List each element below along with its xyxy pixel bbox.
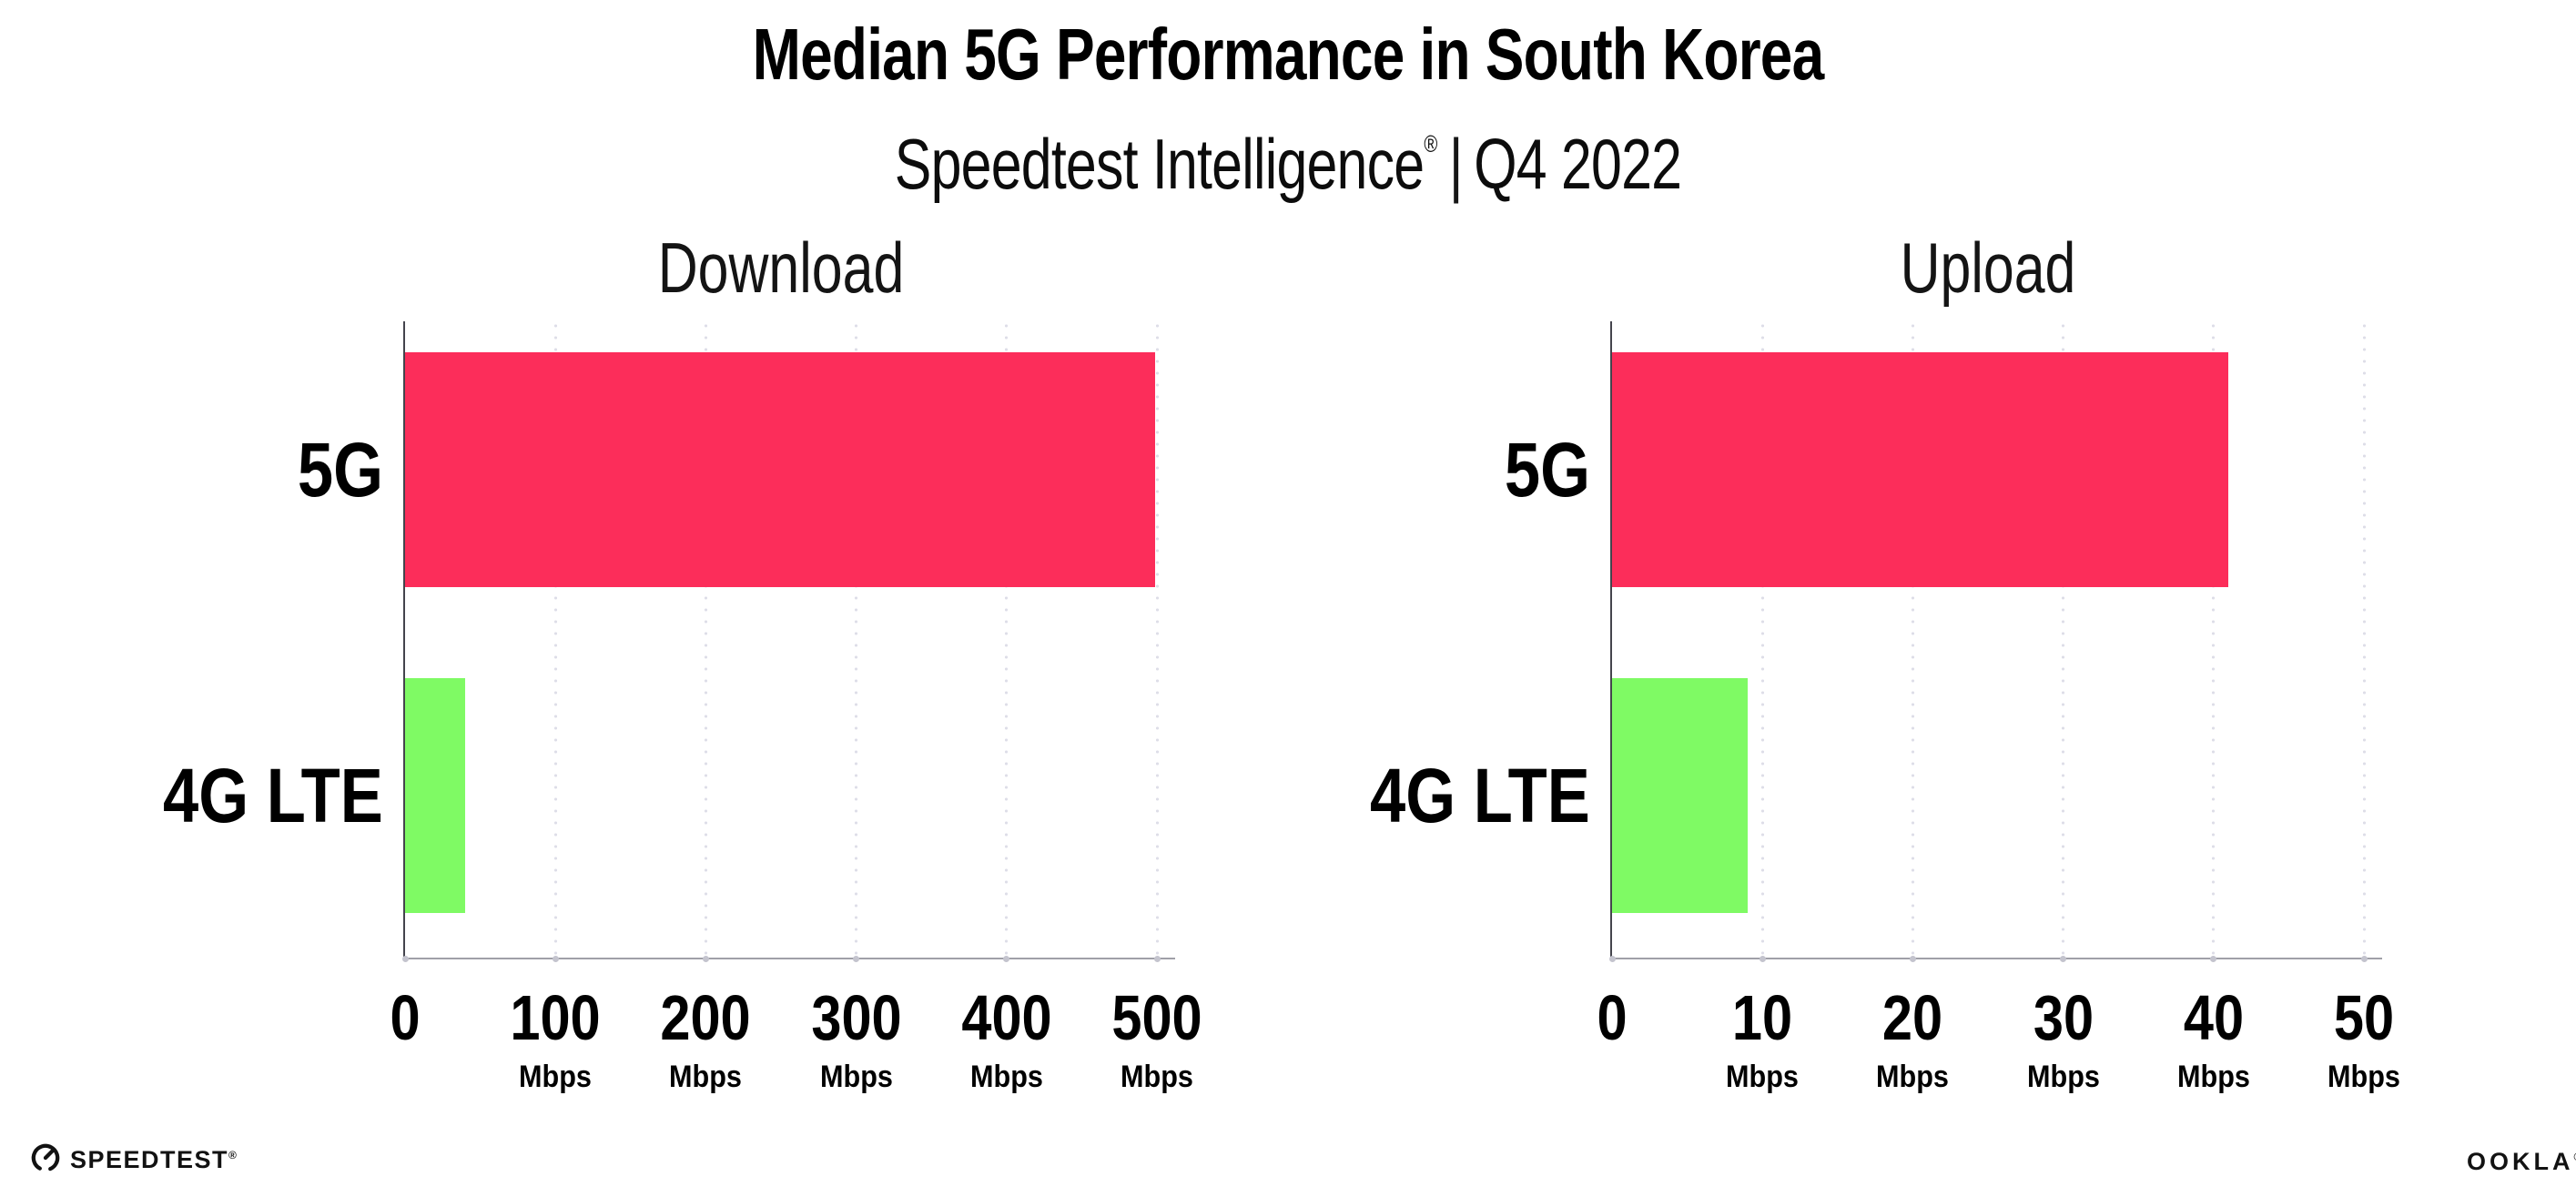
x-tick-label: 300 [810,982,902,1053]
bar-5g-upload [1612,352,2229,587]
x-tick-label: 100 [510,982,601,1053]
subtitle-period: Q4 2022 [1474,124,1682,204]
x-tick-unit: Mbps [969,1060,1043,1094]
x-axis-tick-dot [1759,955,1766,962]
x-tick-unit: Mbps [669,1060,743,1094]
x-tick-label: 0 [390,982,421,1053]
bar-5g-download [405,352,1156,587]
x-tick-unit: Mbps [1876,1060,1950,1094]
speedtest-gauge-icon [31,1143,60,1172]
category-label-5g: 5G [297,427,383,512]
x-tick-unit: Mbps [819,1060,893,1094]
x-axis-tick-dot [702,955,709,962]
x-tick-label: 10 [1732,982,1793,1053]
speedtest-wordmark: SPEEDTEST® [70,1141,237,1173]
category-label-4g-lte: 4G LTE [1370,753,1590,838]
x-tick-label: 50 [2333,982,2395,1053]
x-axis-tick-dot [853,955,860,962]
page-subtitle: Speedtest Intelligence® | Q4 2022 [895,108,1682,199]
gridline-100 [553,321,557,958]
speedtest-wordmark-text: SPEEDTEST [70,1146,229,1173]
gridline-30 [2062,321,2065,958]
x-tick-unit: Mbps [519,1060,593,1094]
download-chart-title: Download [657,228,905,308]
gridline-40 [2212,321,2216,958]
gridline-10 [1760,321,1764,958]
x-axis-tick-dot [2210,955,2217,962]
x-tick-label: 40 [2183,982,2244,1053]
gridline-500 [1155,321,1159,958]
x-axis-tick-dot [401,955,409,962]
x-tick-label: 500 [1111,982,1202,1053]
x-tick-label: 20 [1882,982,1943,1053]
registered-trademark-mark: ® [1424,130,1438,157]
x-tick-unit: Mbps [2026,1060,2100,1094]
x-axis-tick-dot [2360,955,2368,962]
x-tick-label: 30 [2033,982,2094,1053]
speedtest-trademark-mark: ® [228,1149,237,1161]
x-axis-line [403,958,1175,959]
bar-4g-lte-upload [1612,678,1748,913]
y-axis-line [403,321,405,959]
gridline-400 [1005,321,1009,958]
x-axis-tick-dot [2060,955,2067,962]
x-tick-unit: Mbps [2176,1060,2250,1094]
x-axis-tick-dot [1153,955,1161,962]
x-tick-label: 0 [1597,982,1628,1053]
ookla-logo: OOKLA® [2467,1145,2576,1174]
gridline-300 [855,321,858,958]
x-tick-label: 200 [660,982,752,1053]
x-axis-tick-dot [1003,955,1010,962]
x-tick-unit: Mbps [2328,1060,2400,1094]
gridline-20 [1911,321,1914,958]
upload-chart-title: Upload [1900,228,2076,308]
category-label-5g: 5G [1504,427,1590,512]
x-axis-tick-dot [1608,955,1616,962]
speedtest-logo: SPEEDTEST® [30,1141,237,1173]
subtitle-brand: Speedtest Intelligence [894,124,1425,204]
page-title: Median 5G Performance in South Korea [752,14,1825,95]
gridline-50 [2362,321,2366,958]
x-axis-tick-dot [552,955,559,962]
category-label-4g-lte: 4G LTE [163,753,383,838]
x-tick-unit: Mbps [1121,1060,1193,1094]
ookla-wordmark-text: OOKLA [2467,1148,2574,1175]
x-tick-unit: Mbps [1726,1060,1800,1094]
x-tick-label: 400 [961,982,1052,1053]
ookla-registered-mark: ® [2574,1151,2576,1163]
gridline-200 [704,321,707,958]
x-axis-line [1610,958,2382,959]
y-axis-line [1610,321,1612,959]
x-axis-tick-dot [1909,955,1916,962]
subtitle-separator: | [1448,124,1464,204]
bar-4g-lte-download [405,678,466,913]
